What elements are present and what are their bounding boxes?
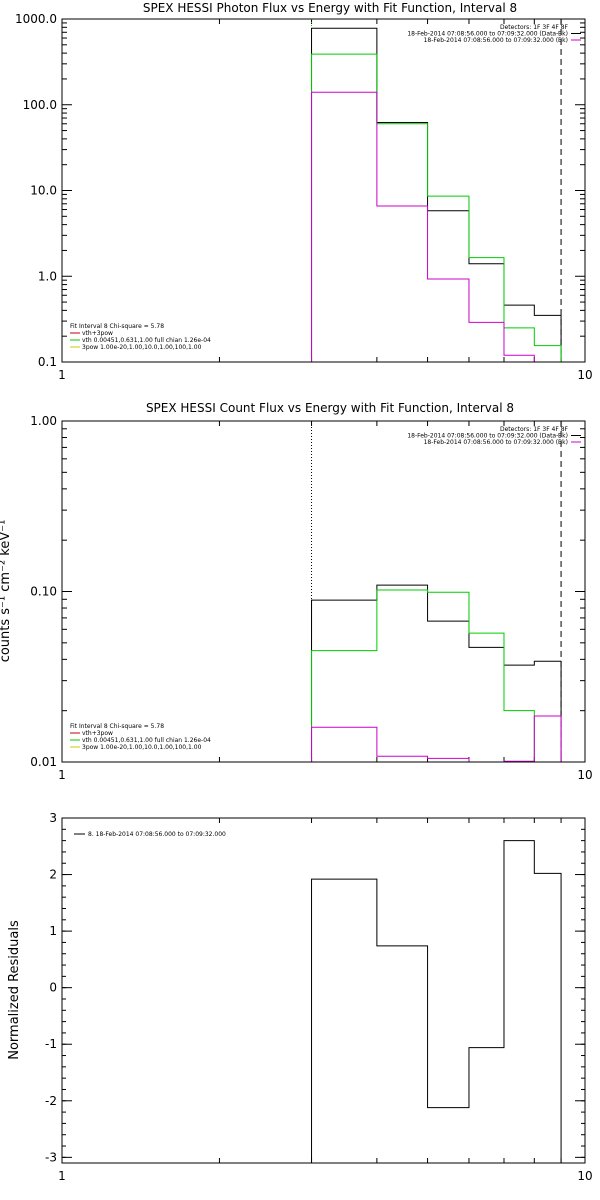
photon-flux-ytick-label: 10.0	[30, 184, 57, 198]
residuals-panel: Normalized Residuals 1 10 -3 -2 -1 0 1 2 3 8. 18…	[7, 811, 593, 1183]
count-flux-xtick-label: 1	[58, 768, 66, 782]
photon-flux-ytick-label: 100.0	[23, 98, 57, 112]
photon-flux-legend-fit-header: Fit Interval 8 Chi-square = 5.78	[70, 323, 164, 330]
photon-flux-legend-entry-data: 18-Feb-2014 07:08:56.000 to 07:09:32.000…	[407, 31, 568, 38]
count-flux-ytick-label: 0.01	[30, 755, 57, 769]
count-flux-legend-entry-bk: 18-Feb-2014 07:08:56.000 to 07:09:32.000…	[424, 439, 568, 446]
count-flux-xtick-label: 10	[577, 768, 592, 782]
count-flux-title: SPEX HESSI Count Flux vs Energy with Fit…	[146, 401, 514, 415]
residuals-series	[311, 840, 562, 1163]
count-flux-legend-bottom-left: Fit Interval 8 Chi-square = 5.78 vth+3po…	[70, 723, 211, 751]
count-flux-legend-top-right: Detectors: 1F 3F 4F 8F 18-Feb-2014 07:08…	[407, 426, 581, 446]
photon-flux-series-vth	[311, 53, 562, 362]
photon-flux-ytick-label: 0.1	[38, 355, 57, 369]
count-flux-ytick-label: 0.10	[30, 585, 57, 599]
residuals-ytick-label: 1	[49, 924, 57, 938]
photon-flux-series-bk	[311, 91, 562, 363]
photon-flux-legend-top-right: Detectors: 1F 3F 4F 8F 18-Feb-2014 07:08…	[407, 24, 581, 44]
count-flux-panel: SPEX HESSI Count Flux vs Energy with Fit…	[0, 401, 593, 782]
residuals-ytick-label: 0	[49, 981, 57, 995]
count-flux-frame	[61, 420, 586, 763]
count-flux-legend-fit-header: Fit Interval 8 Chi-square = 5.78	[70, 723, 164, 730]
photon-flux-legend-bottom-left: Fit Interval 8 Chi-square = 5.78 vth+3po…	[70, 323, 211, 351]
photon-flux-legend-entry-bk: 18-Feb-2014 07:08:56.000 to 07:09:32.000…	[424, 37, 568, 44]
residuals-ylabel: Normalized Residuals	[7, 920, 22, 1060]
residuals-ytick-label: -1	[45, 1037, 57, 1051]
residuals-ytick-label: 2	[49, 868, 57, 882]
count-flux-ytick-label: 1.00	[30, 414, 57, 428]
count-flux-series-vth	[311, 589, 562, 763]
count-flux-ylabel: counts s⁻¹ cm⁻² keV⁻¹	[0, 520, 13, 663]
photon-flux-legend-entry-3pow: 3pow 1.00e-20,1.00,10.0,1.00,100,1.00	[82, 344, 202, 351]
photon-flux-frame	[61, 18, 586, 363]
count-flux-legend-entry-vth: vth 0.00451,0.631,1.00 full chian 1.26e-…	[82, 737, 211, 744]
residuals-ytick-label: -2	[45, 1094, 57, 1108]
photon-flux-legend-entry-vth: vth 0.00451,0.631,1.00 full chian 1.26e-…	[82, 337, 211, 344]
residuals-ytick-label: 3	[49, 811, 57, 825]
photon-flux-legend-entry-total: vth+3pow	[82, 330, 113, 337]
photon-flux-title: SPEX HESSI Photon Flux vs Energy with Fi…	[143, 1, 517, 15]
photon-flux-series	[311, 27, 562, 363]
photon-flux-panel: SPEX HESSI Photon Flux vs Energy with Fi…	[15, 1, 593, 382]
residuals-frame	[61, 817, 586, 1164]
residuals-legend: 8. 18-Feb-2014 07:08:56.000 to 07:09:32.…	[74, 831, 226, 838]
photon-flux-xtick-label: 1	[58, 368, 66, 382]
count-flux-legend-detectors: Detectors: 1F 3F 4F 8F	[500, 426, 569, 433]
photon-flux-xtick-label: 10	[577, 368, 592, 382]
count-flux-series	[311, 584, 562, 763]
residuals-xtick-label: 10	[577, 1169, 592, 1183]
count-flux-legend-entry-3pow: 3pow 1.00e-20,1.00,10.0,1.00,100,1.00	[82, 744, 202, 751]
residuals-series-residuals	[311, 840, 562, 1163]
residuals-xtick-label: 1	[58, 1169, 66, 1183]
photon-flux-ytick-label: 1000.0	[15, 12, 57, 26]
photon-flux-legend-detectors: Detectors: 1F 3F 4F 8F	[500, 24, 569, 31]
residuals-ytick-label: -3	[45, 1150, 57, 1164]
count-flux-legend-entry-total: vth+3pow	[82, 730, 113, 737]
photon-flux-ytick-label: 1.0	[38, 269, 57, 283]
count-flux-series-bk	[311, 715, 562, 763]
residuals-legend-entry: 8. 18-Feb-2014 07:08:56.000 to 07:09:32.…	[88, 831, 226, 838]
count-flux-legend-entry-data: 18-Feb-2014 07:08:56.000 to 07:09:32.000…	[407, 433, 568, 440]
